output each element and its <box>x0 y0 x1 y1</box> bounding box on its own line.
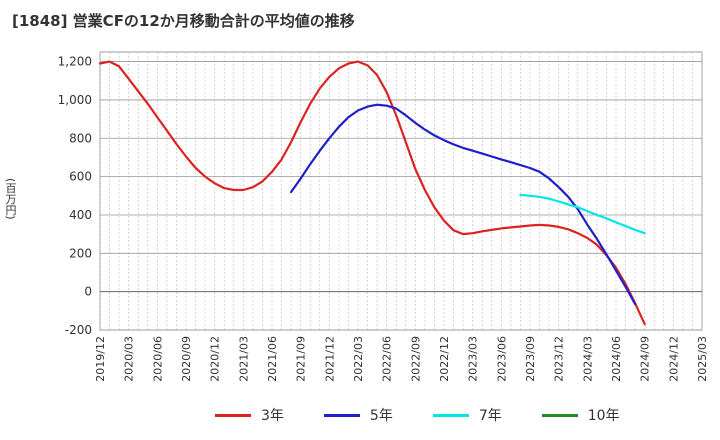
x-tick-label: 2019/12 <box>94 336 107 382</box>
x-tick-label: 2022/09 <box>409 336 422 382</box>
legend-item-5y: 5年 <box>323 405 393 425</box>
x-tick-label: 2024/12 <box>667 336 680 382</box>
x-tick-label: 2020/06 <box>151 336 164 382</box>
y-tick-label: 1,000 <box>58 93 92 107</box>
x-tick-label: 2025/03 <box>696 336 709 382</box>
plot-area <box>99 51 703 331</box>
legend-label-10y: 10年 <box>587 408 620 424</box>
series-line-1 <box>290 103 637 306</box>
x-tick-label: 2023/03 <box>467 336 480 382</box>
y-tick-label: 800 <box>69 131 92 145</box>
legend-item-3y: 3年 <box>215 405 284 425</box>
legend-swatch-3y <box>215 413 251 417</box>
legend-label-7y: 7年 <box>478 408 502 424</box>
x-tick-label: 2020/12 <box>209 336 222 382</box>
x-tick-label: 2021/09 <box>295 336 308 382</box>
x-tick-label: 2023/09 <box>524 336 537 382</box>
legend-item-7y: 7年 <box>432 405 502 425</box>
x-tick-label: 2023/12 <box>553 336 566 382</box>
x-tick-label: 2024/06 <box>610 336 623 382</box>
y-axis-unit-label: (百万円) <box>4 178 17 220</box>
x-tick-label: 2023/06 <box>495 336 508 382</box>
x-tick-label: 2021/12 <box>323 336 336 382</box>
y-tick-label: 200 <box>69 246 92 260</box>
y-tick-label: 0 <box>84 285 92 299</box>
x-tick-label: 2022/12 <box>438 336 451 382</box>
x-tick-label: 2022/06 <box>381 336 394 382</box>
legend-swatch-5y <box>323 413 360 417</box>
x-tick-label: 2024/09 <box>639 336 652 382</box>
x-tick-label: 2024/03 <box>581 336 594 382</box>
x-tick-label: 2020/03 <box>123 336 136 382</box>
y-tick-label: 400 <box>69 208 92 222</box>
legend-item-10y: 10年 <box>541 405 620 425</box>
series-line-0 <box>98 60 646 326</box>
series-line-2 <box>519 193 646 235</box>
x-tick-label: 2021/06 <box>266 336 279 382</box>
x-tick-label: 2020/09 <box>180 336 193 382</box>
legend-swatch-7y <box>432 413 469 417</box>
y-tick-label: 600 <box>69 170 92 184</box>
y-tick-label: -200 <box>65 323 92 337</box>
chart-title: [1848] 営業CFの12か月移動合計の平均値の推移 <box>12 12 355 30</box>
legend-swatch-10y <box>541 413 578 417</box>
x-tick-label: 2022/03 <box>352 336 365 382</box>
legend-label-5y: 5年 <box>369 408 393 424</box>
x-tick-label: 2021/03 <box>237 336 250 382</box>
y-tick-label: 1,200 <box>58 55 92 69</box>
chart-legend: 3年 5年 7年 10年 <box>215 405 620 425</box>
legend-label-3y: 3年 <box>261 408 284 424</box>
